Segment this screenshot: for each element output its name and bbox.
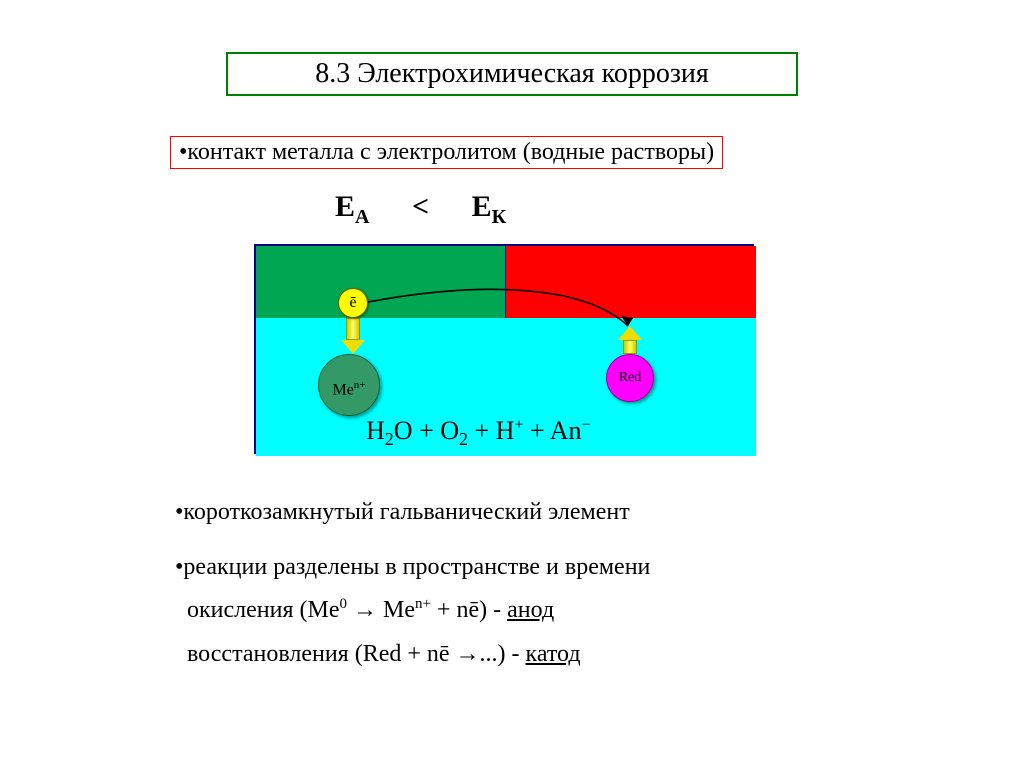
f-anm: −: [582, 416, 591, 433]
e-cathode-base: E: [472, 190, 492, 223]
cathode-block: [506, 246, 756, 318]
ox-arr: → Me: [347, 597, 415, 623]
e-anode-base: E: [335, 190, 355, 223]
f-o: O: [394, 416, 413, 445]
less-than: <: [412, 190, 429, 224]
anode-label: анод: [507, 597, 554, 623]
section-title: 8.3 Электрохимическая коррозия: [226, 52, 798, 96]
f-p2: + H: [468, 416, 514, 445]
reduction-icon: Red: [606, 354, 654, 402]
me-base: Me: [332, 381, 353, 398]
me-sup: n+: [354, 379, 366, 391]
f-h: H: [366, 416, 385, 445]
ox-pre: окисления (Me: [187, 597, 340, 623]
red-pre: восстановления (Red + nē →...) -: [187, 641, 526, 667]
ox-n: n+: [415, 596, 431, 612]
f-p3: + An: [524, 416, 582, 445]
ox-0: 0: [340, 596, 348, 612]
bullet-1: •короткозамкнутый гальванический элемент: [175, 494, 650, 531]
electrolyte-formula: H2O + O2 + H+ + An−: [366, 416, 591, 450]
arrow-up-icon: [623, 326, 642, 354]
anode-block: [256, 246, 506, 318]
e-anode-sub: А: [355, 206, 369, 228]
metal-ion-icon: Men+: [318, 354, 380, 416]
reduction-line: восстановления (Red + nē →...) - катод: [187, 636, 650, 673]
cathode-label: катод: [526, 641, 581, 667]
bullet-list: •короткозамкнутый гальванический элемент…: [175, 494, 650, 679]
oxidation-line: окисления (Me0 → Men+ + nē) - анод: [187, 592, 650, 629]
f-2b: 2: [459, 429, 468, 449]
subtitle-box: •контакт металла с электролитом (водные …: [170, 136, 723, 169]
f-2a: 2: [385, 429, 394, 449]
electron-icon: ē: [338, 288, 368, 318]
ox-tail: + nē) -: [431, 597, 507, 623]
bullet-2: •реакции разделены в пространстве и врем…: [175, 549, 650, 586]
f-hp: +: [514, 416, 523, 433]
potential-inequality: EА < EК: [335, 190, 506, 229]
e-cathode-sub: К: [492, 206, 507, 228]
arrow-down-icon: [346, 318, 365, 354]
corrosion-diagram: ē Men+ Red H2O + O2 + H+ + An−: [254, 244, 754, 454]
f-p1: + O: [413, 416, 459, 445]
